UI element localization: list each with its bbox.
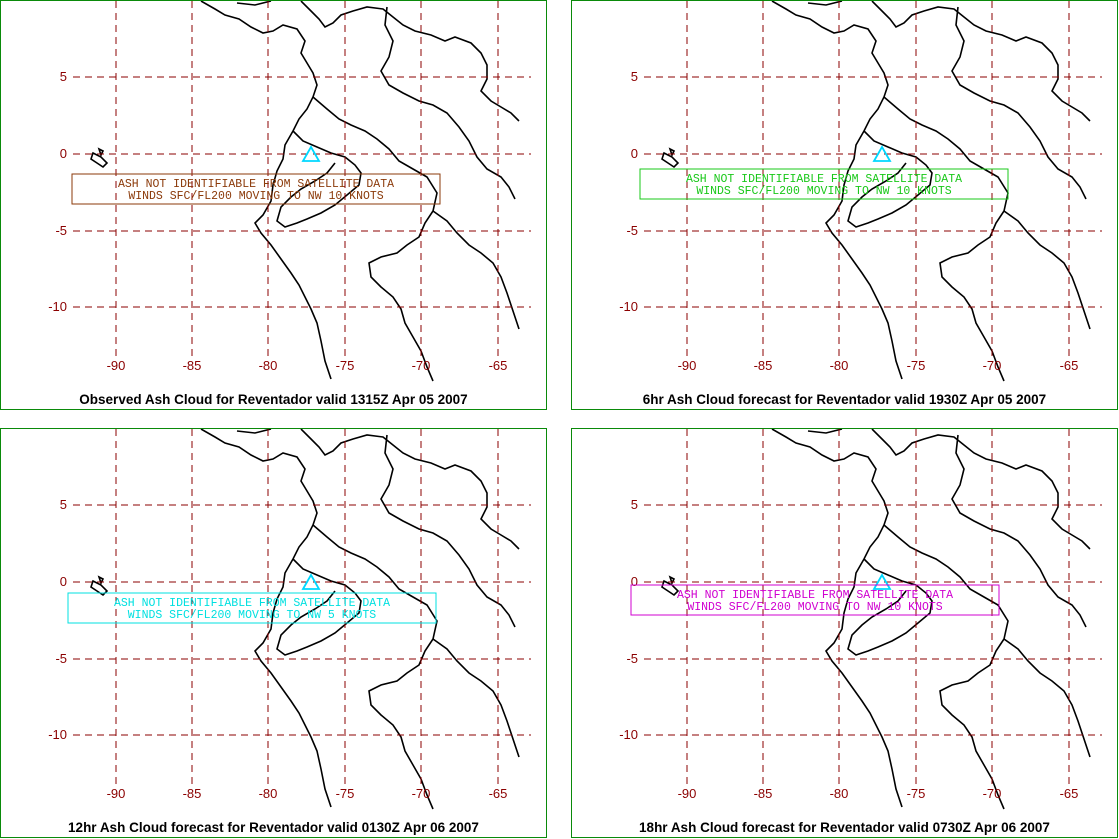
latitude-label: 0 [60, 574, 67, 589]
ash-map-panel-18hr: -90 -85 -80 -75 -70 -65 5 0 -5 -10 ASH NOT IDENTIF… [571, 428, 1118, 838]
longitude-label: -70 [983, 358, 1002, 373]
longitude-label: -70 [412, 786, 431, 801]
coastline [90, 575, 109, 597]
advisory-line-1: ASH NOT IDENTIFIABLE FROM SATELLITE DATA [114, 597, 390, 610]
coastline [951, 434, 1087, 628]
coastline [1003, 210, 1091, 330]
coastline [236, 1, 520, 122]
advisory-line-1: ASH NOT IDENTIFIABLE FROM SATELLITE DATA [686, 173, 962, 186]
latitude-label: -5 [626, 651, 638, 666]
latitude-label: -5 [626, 223, 638, 238]
latitude-label: -10 [619, 727, 638, 742]
coastline [432, 210, 520, 330]
triangle-icon [301, 573, 321, 590]
longitude-label: -75 [336, 786, 355, 801]
longitude-label: -85 [754, 358, 773, 373]
coastline [380, 434, 516, 628]
coastline [847, 558, 933, 656]
longitude-label: -65 [489, 358, 508, 373]
coastline [200, 429, 332, 808]
longitude-label: -90 [107, 786, 126, 801]
coastline [90, 147, 109, 169]
panel-title: 12hr Ash Cloud forecast for Reventador v… [68, 820, 479, 835]
longitude-label: -75 [907, 358, 926, 373]
longitude-label: -85 [183, 786, 202, 801]
panel-title: Observed Ash Cloud for Reventador valid … [79, 392, 468, 407]
latitude-label: 0 [631, 146, 638, 161]
coastline [661, 147, 680, 169]
ash-map-panel-observed: -90 -85 -80 -75 -70 -65 5 0 -5 -10 ASH NOT IDENTIF… [0, 0, 547, 410]
advisory-line-1: ASH NOT IDENTIFIABLE FROM SATELLITE DATA [677, 589, 953, 602]
latitude-label: -5 [55, 223, 67, 238]
latitude-label: 5 [60, 497, 67, 512]
coastline [312, 524, 438, 810]
longitude-label: -80 [830, 786, 849, 801]
longitude-label: -80 [259, 786, 278, 801]
triangle-icon [872, 145, 892, 162]
longitude-label: -90 [678, 358, 697, 373]
coastline [276, 558, 362, 656]
latitude-label: 0 [60, 146, 67, 161]
panel-title: 18hr Ash Cloud forecast for Reventador v… [639, 820, 1050, 835]
coastline [807, 429, 1091, 550]
latitude-label: 5 [631, 497, 638, 512]
longitude-label: -75 [336, 358, 355, 373]
coastline [661, 575, 680, 597]
longitude-label: -80 [830, 358, 849, 373]
latitude-label: 5 [631, 69, 638, 84]
advisory-line-2: WINDS SFC/FL200 MOVING TO NW 10 KNOTS [696, 185, 951, 198]
coastline [951, 6, 1087, 200]
longitude-label: -90 [678, 786, 697, 801]
map-canvas: -90 -85 -80 -75 -70 -65 5 0 -5 -10 ASH NOT IDENTIF… [48, 429, 531, 810]
advisory-box [639, 168, 1009, 200]
latitude-label: -10 [619, 299, 638, 314]
advisory-line-2: WINDS SFC/FL200 MOVING TO NW 10 KNOTS [128, 190, 383, 203]
advisory-box [630, 584, 1000, 616]
coastline [236, 429, 520, 550]
longitude-label: -65 [1060, 786, 1079, 801]
triangle-icon [301, 145, 321, 162]
longitude-label: -65 [1060, 358, 1079, 373]
coastline [847, 130, 933, 228]
coastline [883, 96, 1009, 382]
ash-map-panel-12hr: -90 -85 -80 -75 -70 -65 5 0 -5 -10 ASH NOT IDENTIF… [0, 428, 547, 838]
map-canvas: -90 -85 -80 -75 -70 -65 5 0 -5 -10 ASH NOT IDENTIF… [619, 1, 1102, 382]
ash-map-panel-6hr: -90 -85 -80 -75 -70 -65 5 0 -5 -10 ASH NOT IDENTIF… [571, 0, 1118, 410]
coastline [1003, 638, 1091, 758]
latitude-label: -5 [55, 651, 67, 666]
coastline [771, 429, 903, 808]
coastline [432, 638, 520, 758]
longitude-label: -85 [183, 358, 202, 373]
longitude-label: -70 [983, 786, 1002, 801]
latitude-label: 0 [631, 574, 638, 589]
advisory-box [67, 592, 437, 624]
longitude-label: -65 [489, 786, 508, 801]
latitude-label: 5 [60, 69, 67, 84]
latitude-label: -10 [48, 299, 67, 314]
advisory-box [71, 173, 441, 205]
longitude-label: -90 [107, 358, 126, 373]
triangle-icon [872, 573, 892, 590]
coastline [276, 130, 362, 228]
advisory-line-1: ASH NOT IDENTIFIABLE FROM SATELLITE DATA [118, 178, 394, 191]
longitude-label: -70 [412, 358, 431, 373]
advisory-line-2: WINDS SFC/FL200 MOVING TO NW 5 KNOTS [128, 609, 377, 622]
longitude-label: -75 [907, 786, 926, 801]
coastline [200, 1, 332, 380]
map-canvas: -90 -85 -80 -75 -70 -65 5 0 -5 -10 ASH NOT IDENTIF… [48, 1, 531, 382]
coastline [883, 524, 1009, 810]
coastline [807, 1, 1091, 122]
coastline [771, 1, 903, 380]
map-canvas: -90 -85 -80 -75 -70 -65 5 0 -5 -10 ASH NOT IDENTIF… [619, 429, 1102, 810]
longitude-label: -85 [754, 786, 773, 801]
latitude-label: -10 [48, 727, 67, 742]
coastline [380, 6, 516, 200]
advisory-line-2: WINDS SFC/FL200 MOVING TO NW 10 KNOTS [687, 601, 942, 614]
coastline [312, 96, 438, 382]
longitude-label: -80 [259, 358, 278, 373]
panel-title: 6hr Ash Cloud forecast for Reventador va… [642, 392, 1047, 407]
